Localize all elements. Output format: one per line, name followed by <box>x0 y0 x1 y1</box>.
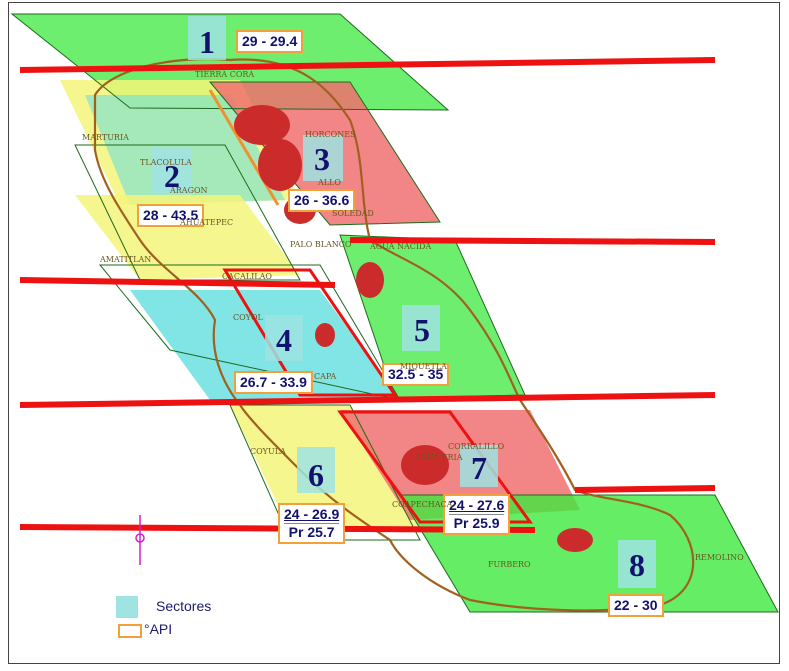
sector-6-api-range: 24 - 26.9 <box>284 506 340 522</box>
place-label: AHUATEPEC <box>180 218 234 227</box>
sector-5-api-range: 32.5 - 35 <box>382 363 450 386</box>
sector-1-api-range: 29 - 29.4 <box>236 30 304 53</box>
place-label: PALO BLANCO <box>290 240 352 249</box>
sector-5-number: 5 <box>414 312 430 348</box>
sector-2-3-divider <box>208 89 280 206</box>
field-outline <box>93 57 695 612</box>
boundary-lines <box>19 57 716 533</box>
sector-7-box <box>337 410 533 524</box>
zone-west-yellow-lower <box>75 195 300 280</box>
sector-7-api-range: 24 - 27.6 <box>449 497 505 513</box>
legend-label-api: °API <box>144 621 173 637</box>
place-label: MIQUETLA <box>400 362 447 371</box>
sector-6-number: 6 <box>308 457 324 493</box>
place-label: AGUA NACIDA <box>370 242 432 251</box>
sector-8-api-range: 22 - 30 <box>608 594 664 617</box>
place-label: COYOL <box>233 313 263 322</box>
place-label: CAPA <box>314 372 337 381</box>
sector-7-api-average: Pr 25.9 <box>449 514 505 532</box>
place-label: SOLEDAD <box>332 209 374 218</box>
place-label: ARAGON <box>170 186 208 195</box>
place-label: HORCONES <box>305 130 356 139</box>
place-label: TLACOLULA <box>140 158 192 167</box>
sector-7-number: 7 <box>471 450 487 486</box>
location-marker <box>135 515 145 565</box>
sector-7-api-box: 24 - 27.6 Pr 25.9 <box>443 494 511 535</box>
sector-1-number: 1 <box>199 24 215 60</box>
map-border <box>8 2 780 664</box>
place-label: AGUA FRIA <box>415 453 463 462</box>
place-label: COAPECHACA <box>392 500 453 509</box>
sector-2-number: 2 <box>164 158 180 194</box>
place-label: CORRALILLO <box>448 442 505 451</box>
place-label: FURBERO <box>488 560 531 569</box>
sectores-swatch <box>116 596 138 618</box>
sector-6-api-average: Pr 25.7 <box>284 523 340 541</box>
sector-4-number: 4 <box>276 322 292 358</box>
api-swatch <box>118 624 142 638</box>
sector-squares <box>152 16 656 588</box>
place-label: CACALILAO <box>222 272 272 281</box>
place-label: COYULA <box>250 447 286 456</box>
sector-6-api-box: 24 - 26.9 Pr 25.7 <box>278 503 346 544</box>
sector-4-api-range: 26.7 - 33.9 <box>234 371 313 394</box>
place-label: TIERRA CORA <box>195 70 255 79</box>
legend-label-sectores: Sectores <box>156 598 212 614</box>
sector-3-number: 3 <box>314 141 330 177</box>
sector-8-number: 8 <box>629 547 645 583</box>
place-label: MARTURIA <box>82 133 129 142</box>
place-label: ALLO <box>318 178 341 187</box>
place-label: AMATITLAN <box>100 255 152 264</box>
sector-2-api-range: 28 - 43.5 <box>137 204 205 227</box>
sector-3-api-range: 26 - 36.6 <box>288 189 356 212</box>
place-label: REMOLINO <box>695 553 744 562</box>
